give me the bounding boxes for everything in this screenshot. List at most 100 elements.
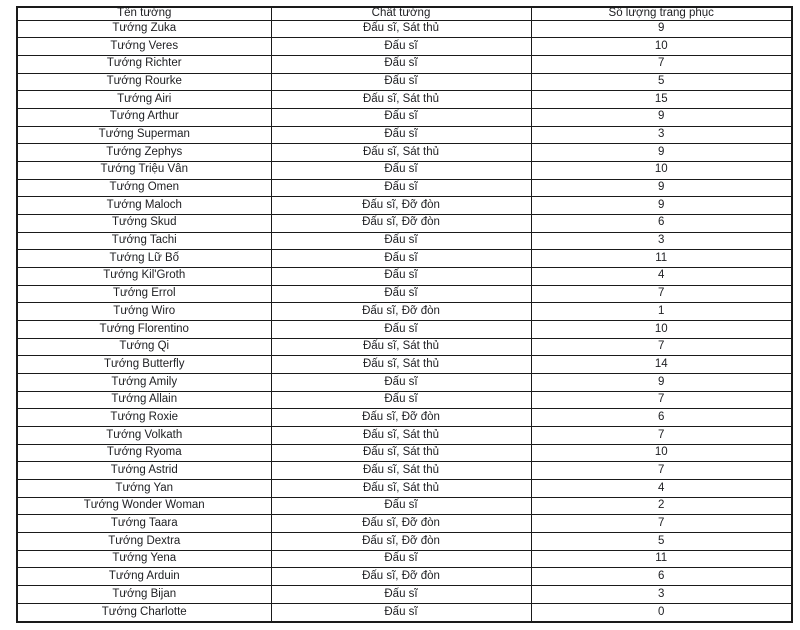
table-row: Tướng Airi Đấu sĩ, Sát thủ 15 [16, 90, 793, 109]
cell-hero-class: Đấu sĩ [270, 372, 532, 392]
table-row: Tướng Veres Đấu sĩ 10 [16, 37, 793, 56]
cell-hero-class: Đấu sĩ [270, 549, 532, 569]
cell-hero-class: Đấu sĩ [270, 266, 532, 286]
cell-hero-class: Đấu sĩ [270, 178, 532, 198]
cell-hero-class: Đấu sĩ [270, 496, 532, 516]
cell-skin-count: 9 [530, 178, 793, 198]
cell-hero-name: Tướng Astrid [16, 461, 272, 480]
cell-skin-count: 5 [530, 531, 793, 551]
table-row: Tướng Yena Đấu sĩ 11 [16, 549, 793, 569]
table-row: Tướng Triệu Vân Đấu sĩ 10 [16, 160, 793, 180]
cell-skin-count: 9 [530, 19, 793, 39]
cell-hero-name: Tướng Arthur [16, 107, 272, 127]
cell-hero-name: Tướng Skud [16, 213, 272, 233]
cell-skin-count: 7 [530, 514, 793, 533]
cell-hero-class: Đấu sĩ, Sát thủ [270, 443, 532, 463]
cell-skin-count: 3 [530, 585, 793, 604]
cell-hero-name: Tướng Volkath [16, 425, 272, 445]
table-row: Tướng Dextra Đấu sĩ, Đỡ đòn 5 [16, 531, 793, 551]
cell-hero-name: Tướng Bijan [16, 585, 272, 604]
cell-skin-count: 10 [530, 160, 793, 180]
cell-skin-count: 10 [530, 443, 793, 463]
cell-skin-count: 9 [530, 196, 793, 215]
table-row: Tướng Zuka Đấu sĩ, Sát thủ 9 [16, 19, 793, 39]
table-row: Tướng Butterfly Đấu sĩ, Sát thủ 14 [16, 355, 793, 374]
table-row: Tướng Florentino Đấu sĩ 10 [16, 319, 793, 339]
table-row: Tướng Roxie Đấu sĩ, Đỡ đòn 6 [16, 408, 793, 427]
cell-hero-name: Tướng Yena [16, 549, 272, 569]
cell-hero-class: Đấu sĩ, Sát thủ [270, 337, 532, 357]
cell-hero-name: Tướng Florentino [16, 319, 272, 339]
cell-skin-count: 15 [530, 90, 793, 109]
cell-hero-name: Tướng Veres [16, 37, 272, 56]
table-row: Tướng Wonder Woman Đấu sĩ 2 [16, 496, 793, 516]
cell-hero-name: Tướng Roxie [16, 408, 272, 427]
table-row: Tướng Astrid Đấu sĩ, Sát thủ 7 [16, 461, 793, 480]
cell-hero-name: Tướng Richter [16, 54, 272, 74]
cell-hero-name: Tướng Taara [16, 514, 272, 533]
cell-hero-class: Đấu sĩ, Sát thủ [270, 478, 532, 498]
cell-hero-name: Tướng Kil'Groth [16, 266, 272, 286]
cell-hero-name: Tướng Ryoma [16, 443, 272, 463]
cell-skin-count: 1 [530, 302, 793, 321]
cell-hero-name: Tướng Charlotte [16, 602, 272, 623]
cell-skin-count: 4 [530, 266, 793, 286]
cell-hero-name: Tướng Lữ Bố [16, 249, 272, 268]
cell-skin-count: 3 [530, 125, 793, 145]
hero-skins-table: Tên tướng Chất tướng Số lượng trang phục… [16, 6, 793, 623]
cell-hero-class: Đấu sĩ [270, 54, 532, 74]
cell-hero-class: Đấu sĩ [270, 37, 532, 56]
cell-hero-name: Tướng Superman [16, 125, 272, 145]
cell-hero-class: Đấu sĩ [270, 602, 532, 623]
cell-skin-count: 7 [530, 337, 793, 357]
table-row: Tướng Tachi Đấu sĩ 3 [16, 231, 793, 251]
cell-hero-class: Đấu sĩ, Đỡ đòn [270, 196, 532, 215]
cell-skin-count: 9 [530, 143, 793, 162]
cell-hero-name: Tướng Airi [16, 90, 272, 109]
cell-hero-name: Tướng Tachi [16, 231, 272, 251]
cell-hero-class: Đấu sĩ [270, 125, 532, 145]
table-row: Tướng Charlotte Đấu sĩ 0 [16, 602, 793, 623]
column-header-skin-count: Số lượng trang phục [530, 6, 793, 21]
cell-hero-class: Đấu sĩ, Đỡ đòn [270, 567, 532, 586]
table-row: Tướng Rourke Đấu sĩ 5 [16, 72, 793, 92]
cell-hero-class: Đấu sĩ, Đỡ đòn [270, 514, 532, 533]
table-row: Tướng Ryoma Đấu sĩ, Sát thủ 10 [16, 443, 793, 463]
table-row: Tướng Maloch Đấu sĩ, Đỡ đòn 9 [16, 196, 793, 215]
table-row: Tướng Arthur Đấu sĩ 9 [16, 107, 793, 127]
cell-skin-count: 3 [530, 231, 793, 251]
table-row: Tướng Lữ Bố Đấu sĩ 11 [16, 249, 793, 268]
cell-skin-count: 7 [530, 461, 793, 480]
cell-hero-name: Tướng Triệu Vân [16, 160, 272, 180]
cell-hero-name: Tướng Yan [16, 478, 272, 498]
cell-skin-count: 2 [530, 496, 793, 516]
cell-skin-count: 7 [530, 390, 793, 410]
cell-hero-class: Đấu sĩ [270, 249, 532, 268]
cell-skin-count: 4 [530, 478, 793, 498]
cell-hero-name: Tướng Arduin [16, 567, 272, 586]
column-header-hero-class: Chất tướng [270, 6, 532, 21]
table-row: Tướng Superman Đấu sĩ 3 [16, 125, 793, 145]
cell-hero-class: Đấu sĩ [270, 319, 532, 339]
cell-hero-class: Đấu sĩ [270, 390, 532, 410]
table-body: Tướng Zuka Đấu sĩ, Sát thủ 9 Tướng Veres… [16, 19, 793, 623]
cell-hero-name: Tướng Butterfly [16, 355, 272, 374]
header-row: Tên tướng Chất tướng Số lượng trang phục [16, 6, 793, 21]
cell-hero-class: Đấu sĩ, Sát thủ [270, 19, 532, 39]
cell-skin-count: 11 [530, 549, 793, 569]
cell-hero-name: Tướng Dextra [16, 531, 272, 551]
cell-hero-class: Đấu sĩ, Đỡ đòn [270, 531, 532, 551]
table-row: Tướng Amily Đấu sĩ 9 [16, 372, 793, 392]
table-row: Tướng Arduin Đấu sĩ, Đỡ đòn 6 [16, 567, 793, 586]
cell-hero-class: Đấu sĩ, Sát thủ [270, 143, 532, 162]
cell-hero-class: Đấu sĩ [270, 160, 532, 180]
cell-skin-count: 14 [530, 355, 793, 374]
cell-hero-class: Đấu sĩ, Sát thủ [270, 461, 532, 480]
cell-skin-count: 6 [530, 408, 793, 427]
cell-skin-count: 7 [530, 425, 793, 445]
table-row: Tướng Bijan Đấu sĩ 3 [16, 585, 793, 604]
cell-skin-count: 6 [530, 213, 793, 233]
cell-hero-class: Đấu sĩ [270, 284, 532, 304]
table-row: Tướng Qi Đấu sĩ, Sát thủ 7 [16, 337, 793, 357]
cell-hero-class: Đấu sĩ, Sát thủ [270, 90, 532, 109]
